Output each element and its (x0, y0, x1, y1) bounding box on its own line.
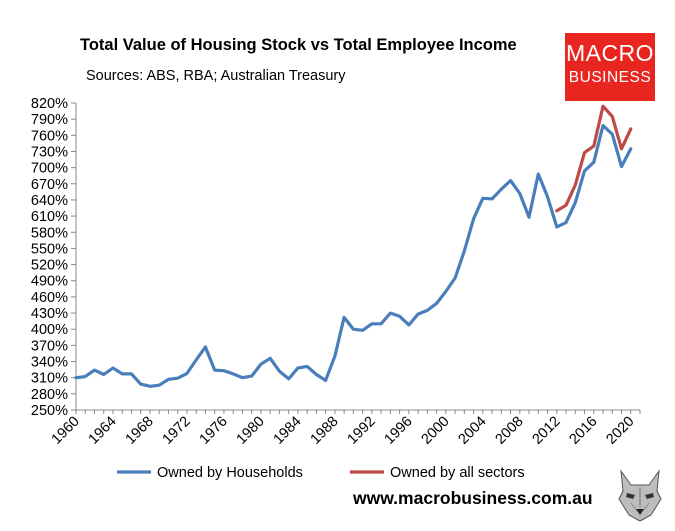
y-tick-label: 640% (31, 193, 68, 209)
x-tick-label: 1976 (197, 414, 231, 448)
y-tick-label: 340% (31, 355, 68, 371)
chart-series (74, 104, 633, 388)
x-tick-label: 1972 (160, 414, 194, 448)
y-tick-label: 790% (31, 112, 68, 128)
website-url: www.macrobusiness.com.au (353, 488, 593, 508)
y-tick-label: 550% (31, 241, 68, 257)
x-tick-label: 2000 (419, 414, 453, 448)
x-tick-label: 2020 (603, 414, 637, 448)
y-tick-label: 700% (31, 161, 68, 177)
x-tick-label: 2012 (529, 414, 563, 448)
x-tick-label: 1988 (308, 414, 342, 448)
x-tick-label: 1996 (382, 414, 416, 448)
series-line-owned-by-households (74, 123, 633, 388)
x-tick-label: 1968 (123, 414, 157, 448)
legend-label-owned-by-households: Owned by Households (157, 465, 303, 481)
y-tick-label: 280% (31, 387, 68, 403)
chart-title: Total Value of Housing Stock vs Total Em… (80, 36, 517, 54)
y-tick-label: 490% (31, 274, 68, 290)
y-tick-label: 520% (31, 258, 68, 274)
chart-axes: 250%280%310%340%370%400%430%460%490%520%… (31, 96, 641, 448)
logo-line-1: MACRO (565, 40, 655, 66)
logo-line-2: BUSINESS (568, 69, 652, 86)
x-tick-label: 1980 (234, 414, 268, 448)
y-tick-label: 670% (31, 177, 68, 193)
x-tick-label: 1984 (271, 414, 305, 448)
legend-label-owned-by-all-sectors: Owned by all sectors (390, 465, 525, 481)
chart-subtitle: Sources: ABS, RBA; Australian Treasury (86, 68, 346, 84)
y-tick-label: 430% (31, 306, 68, 322)
y-tick-label: 370% (31, 338, 68, 354)
y-tick-label: 250% (31, 403, 68, 419)
x-tick-label: 2008 (493, 414, 527, 448)
y-tick-label: 820% (31, 96, 68, 112)
wolf-icon (618, 469, 662, 522)
y-tick-label: 760% (31, 128, 68, 144)
y-tick-label: 610% (31, 209, 68, 225)
x-tick-label: 1964 (86, 414, 120, 448)
x-tick-label: 2004 (456, 414, 490, 448)
y-tick-label: 730% (31, 144, 68, 160)
y-tick-label: 400% (31, 322, 68, 338)
y-tick-label: 460% (31, 290, 68, 306)
macrobusiness-logo: MACRO BUSINESS (565, 33, 655, 101)
series-line-owned-by-all-sectors (555, 104, 633, 213)
chart-legend: Owned by Households Owned by all sectors (117, 465, 525, 481)
y-tick-label: 310% (31, 371, 68, 387)
x-tick-label: 1992 (345, 414, 379, 448)
y-tick-label: 580% (31, 225, 68, 241)
x-tick-label: 2016 (566, 414, 600, 448)
